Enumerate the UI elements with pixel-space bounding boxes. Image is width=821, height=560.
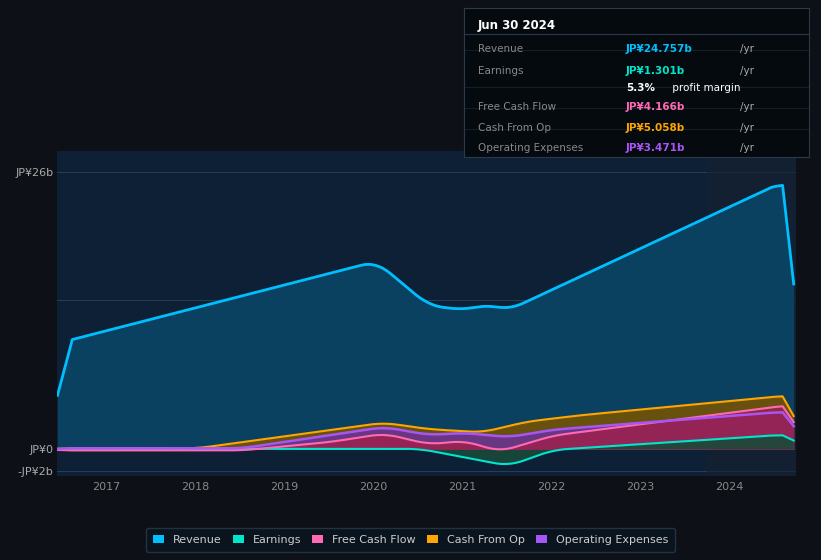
Text: JP¥4.166b: JP¥4.166b [626, 102, 686, 112]
Text: /yr: /yr [740, 66, 754, 76]
Bar [708, 151, 796, 476]
Text: Operating Expenses: Operating Expenses [478, 143, 583, 153]
Text: /yr: /yr [740, 102, 754, 112]
Text: /yr: /yr [740, 44, 754, 54]
Text: JP¥5.058b: JP¥5.058b [626, 123, 686, 133]
Text: Earnings: Earnings [478, 66, 523, 76]
Text: JP¥24.757b: JP¥24.757b [626, 44, 693, 54]
Text: Free Cash Flow: Free Cash Flow [478, 102, 556, 112]
Text: profit margin: profit margin [669, 83, 741, 92]
Text: JP¥3.471b: JP¥3.471b [626, 143, 686, 153]
Text: Revenue: Revenue [478, 44, 523, 54]
Text: Cash From Op: Cash From Op [478, 123, 551, 133]
Legend: Revenue, Earnings, Free Cash Flow, Cash From Op, Operating Expenses: Revenue, Earnings, Free Cash Flow, Cash … [146, 528, 675, 552]
Text: /yr: /yr [740, 123, 754, 133]
Text: JP¥1.301b: JP¥1.301b [626, 66, 686, 76]
Text: /yr: /yr [740, 143, 754, 153]
Text: Jun 30 2024: Jun 30 2024 [478, 19, 556, 32]
Text: 5.3%: 5.3% [626, 83, 655, 92]
